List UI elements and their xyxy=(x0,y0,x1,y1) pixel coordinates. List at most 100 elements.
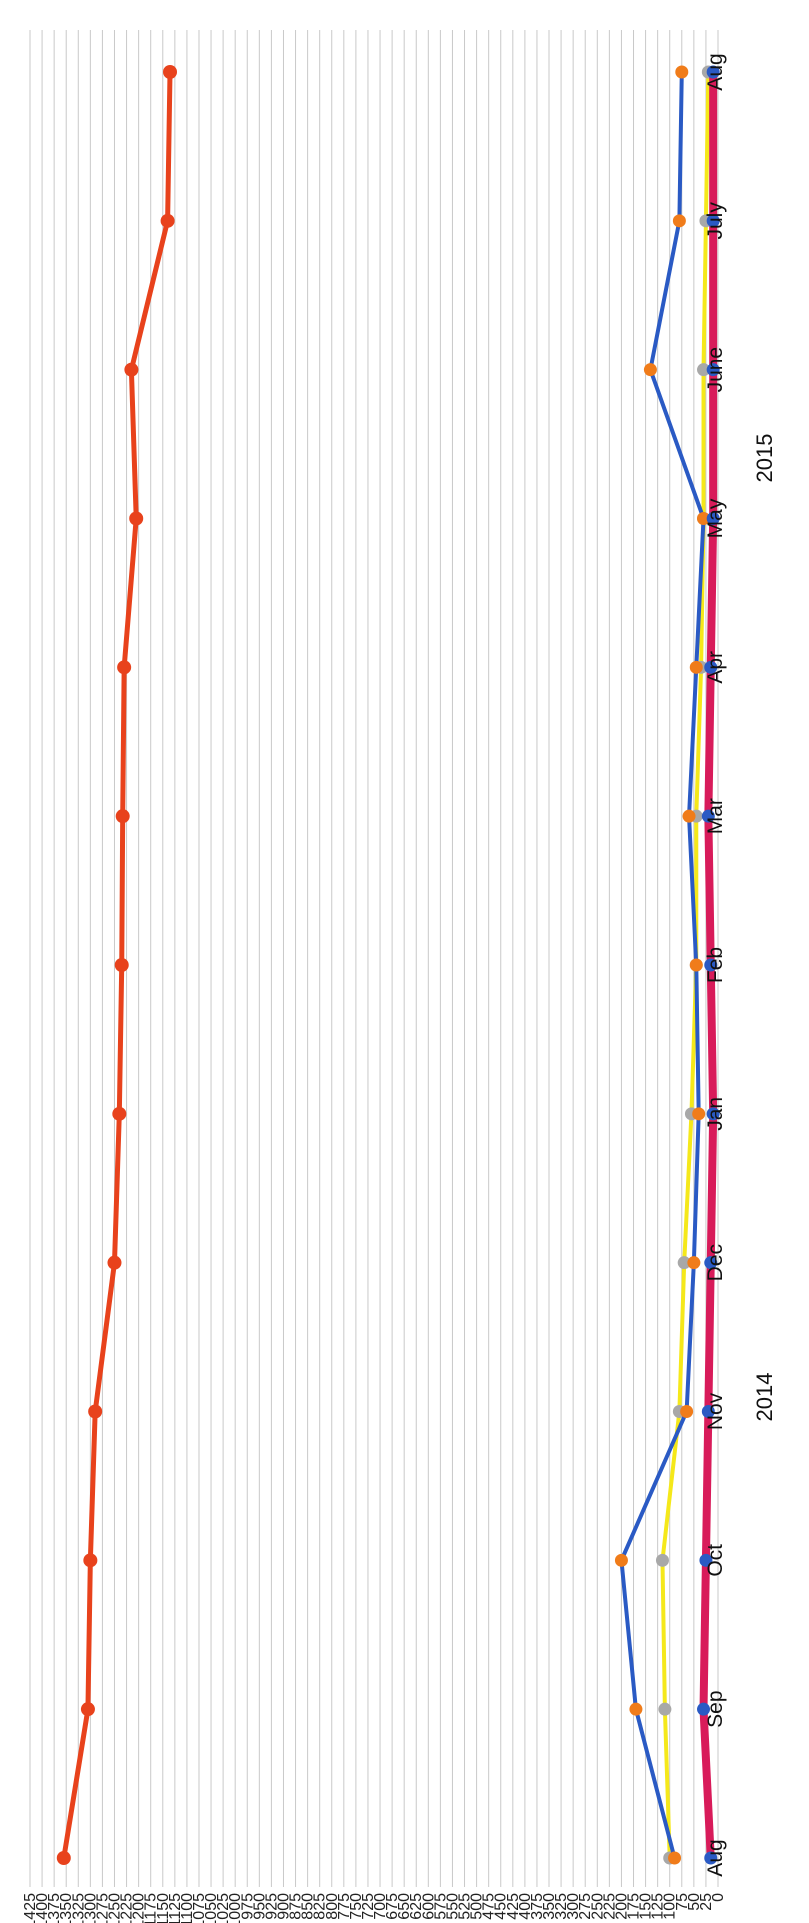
x-tick-label: Jan xyxy=(704,1097,727,1131)
y-tick-label: 50 xyxy=(686,1893,703,1911)
x-tick-label: Mar xyxy=(704,798,727,834)
data-point xyxy=(680,1405,694,1418)
data-point xyxy=(706,214,720,228)
x-tick-label: May xyxy=(704,498,727,538)
data-point xyxy=(655,1553,669,1567)
data-point xyxy=(114,958,129,972)
data-point xyxy=(699,1553,713,1567)
data-point xyxy=(112,1106,127,1121)
data-point xyxy=(697,1702,711,1716)
y-tick-label: 500 xyxy=(469,1893,486,1920)
data-point xyxy=(687,1256,701,1270)
y-tick-label: 575 xyxy=(432,1893,449,1920)
y-tick-label: 175 xyxy=(626,1893,643,1920)
data-point xyxy=(689,958,703,972)
y-tick-label: 275 xyxy=(577,1893,594,1920)
data-point xyxy=(706,1107,720,1121)
y-tick-label: 825 xyxy=(312,1893,329,1920)
data-point xyxy=(701,809,715,823)
data-point xyxy=(704,958,718,972)
data-point xyxy=(675,65,689,79)
data-point xyxy=(697,363,711,377)
year-labels: 2014 2015 xyxy=(752,434,777,1422)
y-tick-label: 100 xyxy=(662,1893,679,1920)
data-point xyxy=(643,363,657,377)
y-tick-label: 125 xyxy=(650,1893,667,1920)
y-tick-label: 225 xyxy=(601,1893,618,1920)
y-tick-label: 650 xyxy=(396,1893,413,1920)
y-tick-label: 625 xyxy=(408,1893,425,1920)
y-tick-label: 1275 xyxy=(94,1893,111,1923)
y-tick-label: 75 xyxy=(674,1893,691,1911)
x-axis: Aug Sep Oct Nov Dec Jan Feb Mar Apr May June July Au… xyxy=(704,53,727,1876)
y-tick-label: 700 xyxy=(372,1893,389,1920)
y-tick-label: 0 xyxy=(710,1893,727,1902)
y-tick-label: 325 xyxy=(553,1893,570,1920)
y-tick-label: 1175 xyxy=(143,1893,160,1923)
y-tick-label: 1150 xyxy=(155,1893,172,1923)
year-label-2014: 2014 xyxy=(752,1373,777,1422)
y-tick-label: 600 xyxy=(420,1893,437,1920)
data-point xyxy=(614,1553,628,1567)
data-point xyxy=(706,65,720,79)
data-point xyxy=(88,1404,103,1419)
y-tick-label: 1325 xyxy=(70,1893,87,1923)
y-tick-label: 400 xyxy=(517,1893,534,1920)
y-tick-label: 300 xyxy=(565,1893,582,1920)
y-tick-label: 950 xyxy=(251,1893,268,1920)
data-point xyxy=(706,363,720,377)
data-point xyxy=(107,1255,122,1270)
y-tick-label: 675 xyxy=(384,1893,401,1920)
series-layer xyxy=(56,65,720,1865)
series-1 xyxy=(614,65,711,1865)
y-tick-label: 200 xyxy=(613,1893,630,1920)
y-tick-label: 925 xyxy=(263,1893,280,1920)
data-point xyxy=(701,1405,715,1418)
y-tick-label: 550 xyxy=(444,1893,461,1920)
y-tick-label: 250 xyxy=(589,1893,606,1920)
y-tick-label: 1375 xyxy=(46,1893,63,1923)
y-tick-label: 1050 xyxy=(203,1893,220,1923)
y-tick-label: 1250 xyxy=(106,1893,123,1923)
x-tick-label: Aug xyxy=(704,1839,727,1876)
data-point xyxy=(83,1553,98,1568)
data-point xyxy=(692,1107,706,1121)
y-tick-label: 1225 xyxy=(119,1893,136,1923)
data-point xyxy=(124,362,139,377)
y-tick-label: 850 xyxy=(300,1893,317,1920)
x-tick-label: Apr xyxy=(704,651,727,684)
y-tick-label: 800 xyxy=(324,1893,341,1920)
data-point xyxy=(704,660,718,674)
y-axis: 0255075100125150175200225250275300325350… xyxy=(22,1893,727,1923)
x-tick-label: Aug xyxy=(704,53,727,90)
y-tick-label: 875 xyxy=(288,1893,305,1920)
x-tick-label: Dec xyxy=(704,1244,727,1281)
x-tick-label: Feb xyxy=(704,947,727,983)
y-tick-label: 350 xyxy=(541,1893,558,1920)
data-point xyxy=(629,1702,643,1716)
y-tick-label: 900 xyxy=(275,1893,292,1920)
y-tick-label: 1025 xyxy=(215,1893,232,1923)
data-point xyxy=(129,511,144,526)
y-tick-label: 1100 xyxy=(179,1893,196,1923)
y-tick-label: 1350 xyxy=(58,1893,75,1923)
data-point xyxy=(704,1256,718,1270)
data-point xyxy=(56,1851,71,1865)
gridlines xyxy=(29,30,719,1887)
data-point xyxy=(160,213,175,228)
x-tick-label: Nov xyxy=(704,1392,727,1430)
data-point xyxy=(704,1851,718,1865)
year-label-2015: 2015 xyxy=(752,434,777,483)
y-tick-label: 1300 xyxy=(82,1893,99,1923)
y-tick-label: 1000 xyxy=(227,1893,244,1923)
y-tick-label: 1400 xyxy=(34,1893,51,1923)
y-tick-label: 450 xyxy=(493,1893,510,1920)
y-tick-label: 25 xyxy=(698,1893,715,1911)
data-point xyxy=(677,1256,691,1270)
y-tick-label: 375 xyxy=(529,1893,546,1920)
series-0 xyxy=(56,65,178,1865)
y-tick-label: 475 xyxy=(481,1893,498,1920)
y-tick-label: 725 xyxy=(360,1893,377,1920)
data-point xyxy=(80,1702,95,1717)
